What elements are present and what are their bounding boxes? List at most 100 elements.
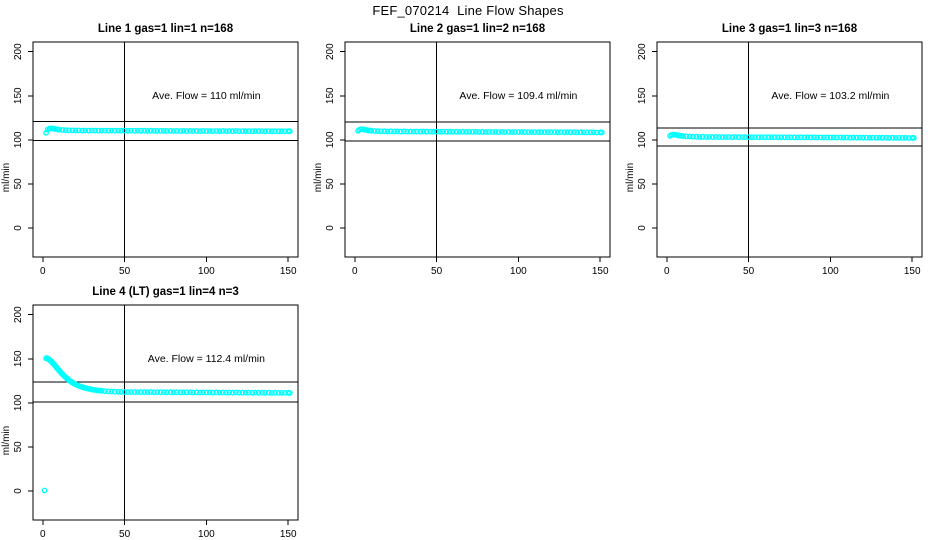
data-point [216, 128, 223, 135]
data-point [843, 134, 850, 141]
data-point [739, 134, 746, 141]
data-point [778, 134, 785, 141]
data-point [401, 128, 407, 135]
data-point [236, 389, 243, 396]
x-tick-label: 0 [40, 266, 46, 277]
data-point [899, 135, 906, 141]
data-point [85, 127, 92, 134]
data-point [476, 129, 483, 135]
data-point [111, 127, 118, 134]
data-point [249, 389, 256, 396]
panel-title: Line 4 (LT) gas=1 lin=4 n=3 [92, 286, 238, 298]
plot-box [32, 41, 299, 258]
plot-box [656, 41, 923, 258]
data-point [89, 127, 95, 134]
data-point [417, 128, 424, 135]
data-point [541, 129, 548, 136]
data-point [407, 128, 414, 135]
data-point [229, 128, 236, 135]
data-point [564, 129, 571, 136]
data-point [203, 389, 210, 396]
data-point [252, 389, 259, 396]
data-point [505, 129, 512, 135]
y-tick-label: 150 [637, 87, 648, 104]
data-point [729, 134, 736, 141]
data-point [262, 389, 269, 396]
data-point [154, 389, 161, 396]
data-point [492, 129, 499, 135]
data-point [102, 388, 108, 395]
data-point [262, 128, 269, 135]
data-point [521, 129, 528, 136]
x-tick-label: 50 [431, 266, 443, 277]
data-point [41, 487, 48, 494]
data-point [794, 134, 801, 141]
data-point [157, 128, 164, 134]
data-point [696, 134, 703, 140]
data-point [479, 128, 486, 135]
data-point [213, 128, 220, 134]
x-tick-label: 100 [198, 529, 215, 540]
data-point [548, 129, 555, 136]
panel-4: Line 4 (LT) gas=1 lin=4 n=3 0 50 100 150 0 50 1… [1, 286, 299, 540]
data-point [726, 134, 732, 140]
data-point [863, 134, 870, 141]
data-point [226, 389, 233, 396]
data-point [157, 389, 164, 396]
y-tick-label: 200 [325, 43, 336, 60]
data-point [495, 129, 502, 136]
data-point [567, 129, 574, 136]
data-point [577, 129, 584, 136]
data-point [771, 134, 778, 141]
data-point [209, 389, 216, 396]
data-point [229, 389, 236, 396]
y-axis-label: ml/min [625, 163, 636, 192]
data-point [286, 390, 293, 396]
data-point [430, 128, 437, 135]
data-point [147, 127, 154, 134]
data-point [598, 129, 605, 136]
data-point [896, 134, 902, 141]
data-point [397, 128, 404, 135]
data-point [134, 127, 141, 134]
data-point [242, 389, 249, 396]
data-point [138, 389, 144, 396]
x-tick-label: 150 [904, 266, 921, 277]
data-point [138, 127, 144, 134]
data-point [111, 388, 118, 395]
data-point [466, 128, 473, 135]
data-point [193, 128, 200, 134]
main-title: FEF_070214 Line Flow Shapes [372, 3, 564, 18]
data-point [102, 127, 108, 134]
data-point [62, 127, 69, 134]
data-point [910, 135, 917, 141]
data-point [584, 129, 590, 136]
data-point [232, 389, 239, 396]
data-point [170, 128, 177, 134]
data-point [174, 389, 180, 396]
data-point [788, 134, 795, 141]
data-point [703, 134, 710, 140]
data-point [115, 127, 122, 134]
x-tick-label: 0 [664, 266, 670, 277]
data-point [811, 134, 817, 141]
data-point [690, 133, 696, 140]
data-point [456, 129, 463, 135]
data-point [768, 134, 775, 141]
data-point [853, 134, 860, 141]
data-point [275, 128, 282, 135]
y-tick-label: 150 [13, 350, 24, 367]
data-point [128, 127, 135, 134]
data-point [56, 126, 63, 133]
data-point [219, 389, 226, 396]
data-point [239, 128, 246, 135]
data-point [278, 389, 285, 396]
y-tick-label: 100 [13, 394, 24, 411]
data-point [268, 390, 275, 396]
data-point [187, 389, 193, 396]
data-point [108, 127, 115, 134]
data-point [239, 389, 246, 396]
x-tick-label: 0 [40, 529, 46, 540]
y-tick-label: 0 [637, 225, 648, 231]
data-point [190, 128, 197, 134]
